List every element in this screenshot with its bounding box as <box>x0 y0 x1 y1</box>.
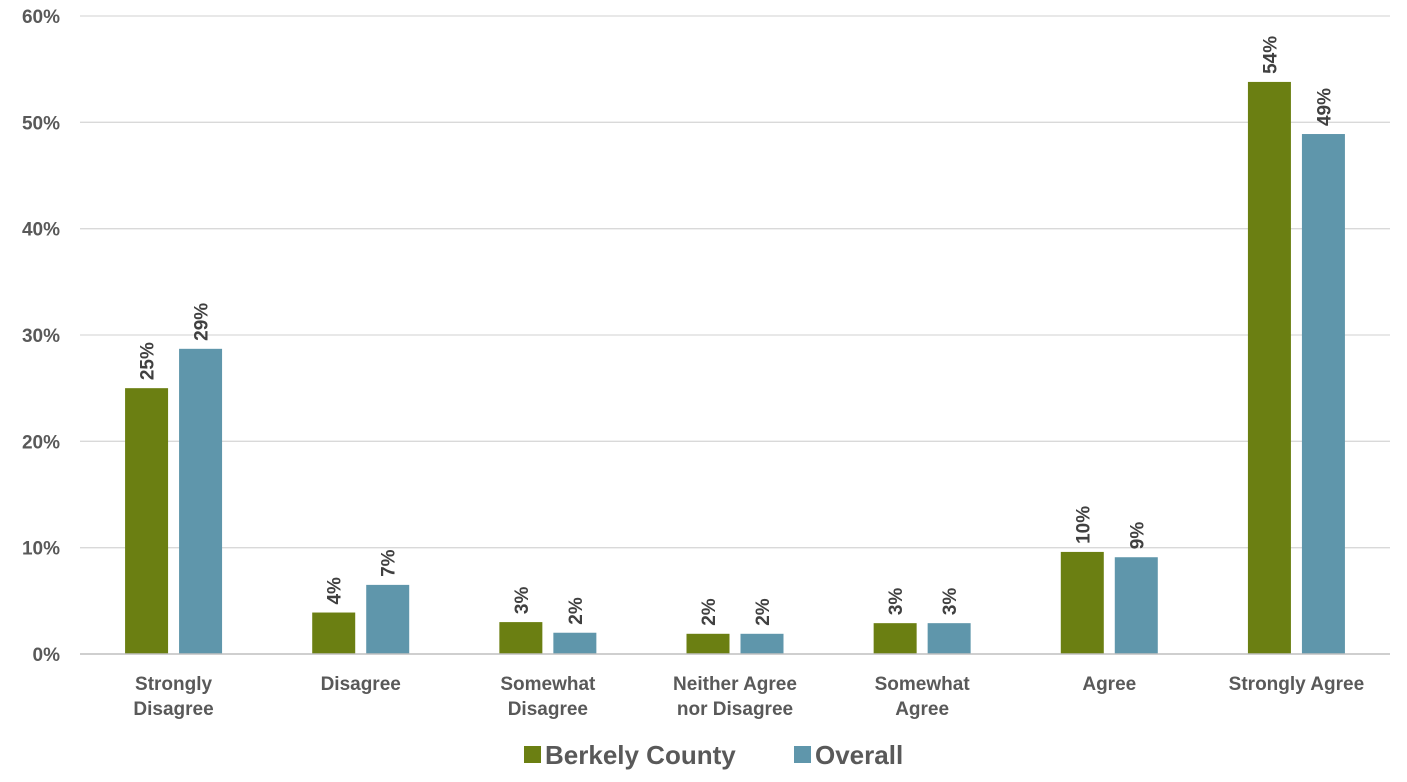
bar <box>1247 81 1291 655</box>
category-label: Somewhat Disagree <box>500 674 596 720</box>
data-label: 25% <box>138 342 159 380</box>
bar <box>1060 551 1104 654</box>
data-label: 2% <box>566 597 587 625</box>
data-labels: 25% 29% 4% 7% 3% 2% 2% 2% 3% 3% 10% 9% 54% 49% <box>138 36 1336 626</box>
data-label: 3% <box>886 588 907 616</box>
data-label: 7% <box>379 549 400 577</box>
y-axis-ticks: 0% 10% 20% 30% 40% 50% 60% <box>22 7 60 666</box>
legend-label: Overall <box>815 740 903 770</box>
data-label: 29% <box>192 303 213 341</box>
y-tick-label: 10% <box>22 539 60 560</box>
data-label: 9% <box>1127 522 1148 550</box>
data-label: 10% <box>1073 506 1094 544</box>
y-tick-label: 20% <box>22 432 60 453</box>
category-labels: Strongly Disagree Disagree Somewhat Disagree… <box>133 674 1364 720</box>
bar <box>740 633 784 654</box>
bar <box>1114 557 1158 654</box>
data-label: 2% <box>753 598 774 626</box>
bar <box>125 388 169 654</box>
bar <box>366 584 410 654</box>
category-label: Neither Agree nor Disagree <box>673 674 797 720</box>
data-label: 3% <box>940 588 961 616</box>
category-label: Strongly Disagree <box>133 674 213 720</box>
bar <box>1301 134 1345 654</box>
data-label: 54% <box>1260 36 1281 74</box>
data-label: 49% <box>1314 88 1335 126</box>
category-label: Disagree <box>321 674 401 695</box>
category-label: Somewhat Agree <box>875 674 971 720</box>
y-tick-label: 0% <box>33 645 61 666</box>
bar <box>873 623 917 654</box>
legend-label: Berkely County <box>545 740 736 770</box>
legend-swatch <box>794 746 811 763</box>
category-label: Strongly Agree <box>1229 674 1365 695</box>
data-label: 4% <box>325 577 346 605</box>
y-tick-label: 30% <box>22 326 60 347</box>
data-label: 2% <box>699 598 720 626</box>
data-label: 3% <box>512 587 533 615</box>
bar <box>312 612 356 654</box>
y-tick-label: 50% <box>22 113 60 134</box>
y-tick-label: 40% <box>22 220 60 241</box>
bar <box>499 622 543 654</box>
bar <box>179 348 223 654</box>
y-tick-label: 60% <box>22 7 60 28</box>
bar <box>553 632 597 654</box>
category-label: Agree <box>1082 674 1136 695</box>
legend: Berkely County Overall <box>524 740 903 770</box>
bars <box>125 81 1345 655</box>
legend-swatch <box>524 746 541 763</box>
bar <box>686 633 730 654</box>
gridlines <box>80 15 1390 549</box>
bar <box>927 623 971 654</box>
